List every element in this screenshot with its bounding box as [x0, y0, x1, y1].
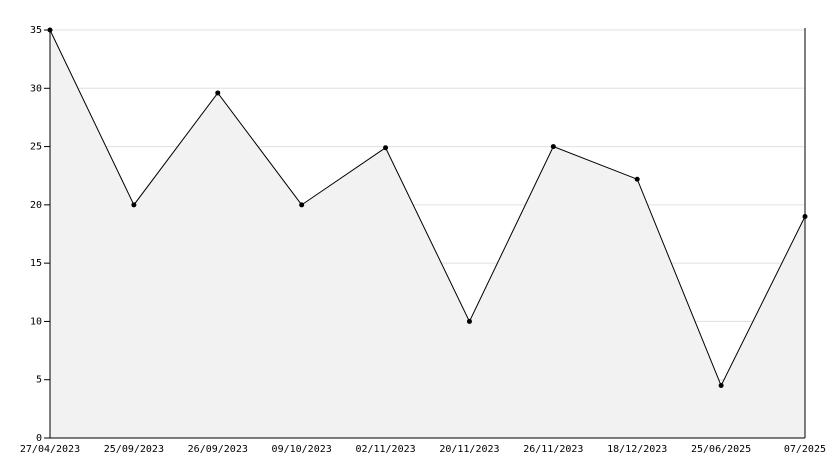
marker [383, 145, 389, 151]
y-tick-label: 5 [36, 375, 42, 386]
x-tick-label: 26/09/2023 [188, 444, 248, 455]
marker [299, 202, 305, 208]
x-tick-label: 25/09/2023 [104, 444, 164, 455]
x-tick-label: 02/11/2023 [355, 444, 415, 455]
x-tick-label: 07/2025 [784, 444, 826, 455]
line [49, 29, 806, 387]
x-tick-label: 26/11/2023 [523, 444, 583, 455]
y-tick-label: 20 [30, 200, 42, 211]
x-tick-label: 09/10/2023 [272, 444, 332, 455]
x-tick-label: 18/12/2023 [607, 444, 667, 455]
marker [215, 90, 221, 96]
y-tick-label: 10 [30, 316, 42, 327]
x-tick-label: 25/06/2025 [691, 444, 751, 455]
y-tick-label: 30 [30, 83, 42, 94]
x-tick-label: 27/04/2023 [20, 444, 80, 455]
marker [634, 176, 640, 182]
area [50, 30, 805, 438]
y-tick-label: 25 [30, 142, 42, 153]
marker [802, 214, 808, 220]
x-tick-label: 20/11/2023 [439, 444, 499, 455]
marker [718, 383, 724, 389]
marker [466, 318, 472, 324]
marker [131, 202, 137, 208]
y-tick-label: 15 [30, 258, 42, 269]
marker [47, 27, 53, 33]
y-tick-label: 35 [30, 25, 42, 36]
marker [550, 144, 556, 150]
y-tick-label: 0 [36, 433, 42, 444]
